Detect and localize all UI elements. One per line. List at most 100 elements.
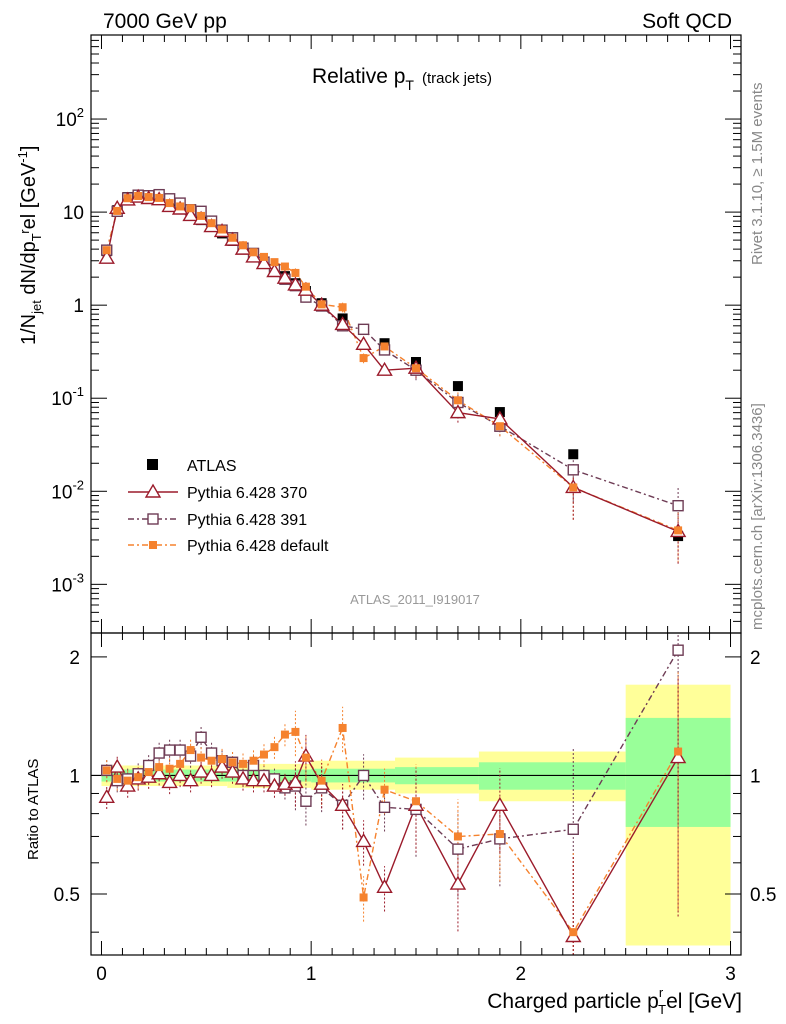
ratio-tick-label-left: 1 <box>69 766 80 787</box>
p391-point <box>357 323 370 336</box>
p370-point <box>334 316 351 331</box>
ratio-370-point <box>98 788 115 804</box>
rivet-label: Rivet 3.1.10, ≥ 1.5M events <box>749 83 766 266</box>
x-axis-label-end: el [GeV] <box>666 990 742 1013</box>
ratio-default-point <box>134 773 143 782</box>
pdefault-point <box>113 206 122 215</box>
pdefault-point <box>280 262 289 271</box>
x-axis-label-main: Charged particle p <box>487 990 659 1013</box>
ratio-default-point <box>317 776 326 785</box>
ratio-default-point <box>186 746 195 755</box>
x-axis-label: Charged particle pr Tel [GeV] <box>487 985 742 1017</box>
ratio-391-point <box>205 747 218 759</box>
ratio-default-point <box>228 758 237 767</box>
pdefault-point <box>155 193 164 202</box>
p391-point <box>672 499 684 512</box>
pdefault-point <box>569 483 578 492</box>
ratio-default-point <box>102 766 111 775</box>
ratio-370-point <box>150 765 168 780</box>
ratio-370-point <box>234 770 252 785</box>
y-tick-label: 10-3 <box>51 570 84 596</box>
ratio-default-point <box>495 830 504 839</box>
pdefault-point <box>144 193 153 202</box>
x-axis-label-sub: T <box>658 1002 666 1017</box>
pdefault-point <box>380 342 389 351</box>
pdefault-point <box>197 211 206 220</box>
ratio-370-point <box>669 749 687 764</box>
ratio-391-point <box>163 744 176 756</box>
ratio-tick-label-right: 2 <box>750 648 761 669</box>
pdefault-point <box>270 258 279 267</box>
atlas-point <box>568 449 579 460</box>
pdefault-point <box>317 300 326 309</box>
x-tick-label: 1 <box>306 964 317 985</box>
ratio-default-point <box>113 774 122 783</box>
ratio-default-point <box>674 747 683 756</box>
ratio-default-point <box>291 727 300 736</box>
pdefault-point <box>495 422 504 431</box>
ratio-tick-label-left: 0.5 <box>54 885 80 906</box>
analysis-tag: ATLAS_2011_I919017 <box>350 592 480 607</box>
pdefault-point <box>239 241 248 250</box>
atlas-point <box>452 381 463 392</box>
legend-marker-default <box>149 541 157 549</box>
ratio-default-point <box>270 743 279 752</box>
ratio-default-point <box>301 753 310 762</box>
ratio-370-point <box>255 772 273 787</box>
mcplots-label: mcplots.cern.ch [arXiv:1306.3436] <box>749 403 766 630</box>
data-series <box>98 188 687 955</box>
pdefault-point <box>674 526 683 535</box>
ratio-370-point <box>376 878 393 893</box>
p370-point <box>276 269 294 284</box>
axes-and-ticks <box>91 34 741 955</box>
ratio-default-point <box>249 756 258 765</box>
ratio-370-point <box>245 772 262 787</box>
y-tick-label: 102 <box>56 105 84 131</box>
y-tick-label: 10-2 <box>51 477 84 503</box>
legend-label-391: Pythia 6.428 391 <box>187 512 307 529</box>
legend-marker-391 <box>147 513 159 525</box>
ratio-default-point <box>165 764 174 773</box>
pdefault-point <box>359 354 368 363</box>
ratio-370-point <box>449 875 467 890</box>
pdefault-point <box>176 202 185 211</box>
ratio-default-point <box>144 768 153 777</box>
x-tick-label: 3 <box>725 964 736 985</box>
ratio-default-point <box>453 832 462 841</box>
ratio-391-point <box>195 731 207 743</box>
p370-point <box>255 255 273 270</box>
ratio-391-point <box>567 823 579 835</box>
p370-point <box>266 263 283 278</box>
pdefault-point <box>412 364 420 373</box>
ratio-370-point <box>491 796 509 811</box>
legend-label-atlas: ATLAS <box>187 458 237 475</box>
header-left: 7000 GeV pp <box>103 10 227 33</box>
p391-point <box>567 464 579 476</box>
plot-title: Relative pT (track jets) <box>312 65 492 93</box>
x-axis-label-sup: r <box>659 985 664 1000</box>
p370-point <box>98 249 115 264</box>
x-tick-label: 2 <box>516 964 527 985</box>
pdefault-point <box>218 225 227 234</box>
pdefault-point <box>338 303 347 312</box>
ratio-370-point <box>119 777 136 792</box>
y-axis-label: 1/Njet dN/dpTrel [GeV-1] <box>15 146 44 345</box>
ratio-default-point <box>176 759 185 768</box>
p370-point <box>182 207 199 222</box>
pdefault-point <box>301 282 310 291</box>
ratio-391-point <box>357 769 370 782</box>
ratio-default-point <box>123 776 132 785</box>
legend-marker-370 <box>144 483 162 498</box>
pdefault-line <box>106 195 679 532</box>
plot-title-note: (track jets) <box>422 70 492 87</box>
ratio-391-point <box>300 795 312 807</box>
ratio-370-point <box>213 758 231 773</box>
ratio-panel-frame <box>90 632 742 956</box>
ratio-391-point <box>672 644 684 656</box>
tick-labels: 0 1 2 3 10-3 10-2 10-1 1 10 102 0.5 0.5 1 1 2 2 <box>51 105 776 985</box>
ratio-default-point <box>280 730 289 739</box>
pdefault-point <box>249 248 258 257</box>
ratio-370-point <box>161 774 178 789</box>
pdefault-point <box>259 252 268 261</box>
